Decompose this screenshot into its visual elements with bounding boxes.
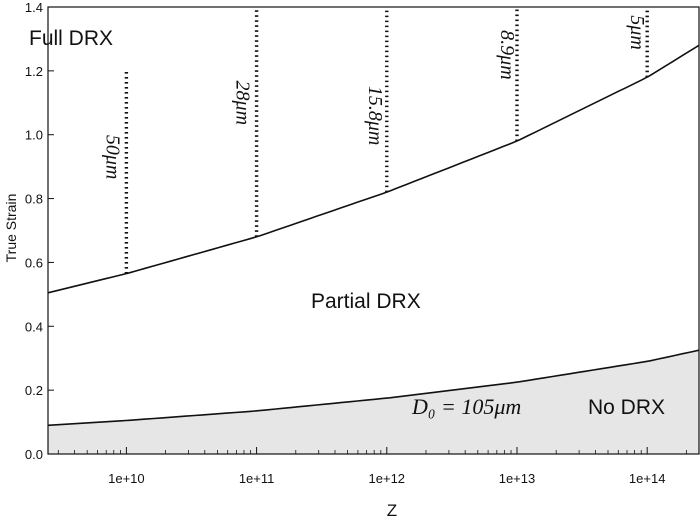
y-tick-label: 0.4 [25, 319, 43, 334]
region-label-partial: Partial DRX [311, 290, 421, 313]
upper-boundary-line [47, 44, 700, 294]
x-tick-label: 1e+11 [239, 471, 275, 486]
grain-size-label-5: 5μm [626, 15, 648, 49]
grain-size-label-2: 28μm [232, 81, 254, 125]
y-tick-label: 1.0 [25, 128, 43, 143]
plot-frame [47, 6, 700, 455]
axes-group: 0.0 0.2 0.4 0.6 0.8 1.0 1.2 1.4 1e+10 1e+11 1e+12 1… [25, 0, 700, 486]
d0-label: D₀ = 105μm [411, 394, 521, 419]
lower-boundary-line [47, 349, 700, 427]
shaded-region-group [48, 350, 699, 454]
y-tick-label: 0.0 [25, 447, 43, 462]
y-tick-label: 1.2 [25, 64, 43, 79]
grain-size-label-3: 15.8μm [364, 86, 386, 145]
no-drx-shaded-area [48, 350, 699, 454]
y-axis-title: True Strain [3, 194, 19, 263]
x-tick-label: 1e+13 [499, 471, 536, 486]
x-axis-title: Z [387, 501, 397, 520]
y-tick-label: 0.8 [25, 192, 43, 207]
grain-size-label-1: 50μm [101, 135, 123, 179]
series-group [47, 44, 700, 427]
y-tick-label: 1.4 [25, 0, 43, 15]
region-label-none: No DRX [588, 396, 665, 419]
x-tick-label: 1e+14 [629, 471, 666, 486]
grain-size-label-4: 8.9μm [496, 30, 518, 79]
region-label-full: Full DRX [29, 27, 113, 50]
grain-size-lines-group: 50μm 28μm 15.8μm 8.9μm 5μm [101, 7, 649, 274]
y-tick-label: 0.2 [25, 383, 43, 398]
y-tick-label: 0.6 [25, 255, 43, 270]
x-tick-label: 1e+12 [369, 471, 406, 486]
x-tick-label: 1e+10 [108, 471, 145, 486]
